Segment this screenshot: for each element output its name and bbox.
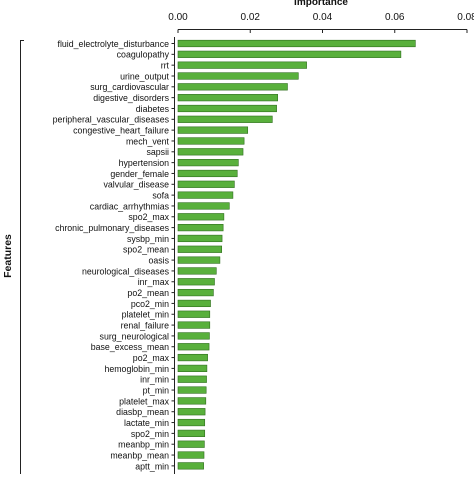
y-tick-label: diabetes <box>136 104 170 114</box>
y-axis-bracket <box>20 40 24 474</box>
y-tick-label: pt_min <box>143 385 170 395</box>
y-tick-label: valvular_disease <box>103 180 169 190</box>
y-tick-label: sapsii <box>147 147 170 157</box>
x-tick-label: 0.06 <box>385 12 405 23</box>
y-tick-label: rrt <box>161 61 170 71</box>
bar-valvular-disease <box>177 180 235 188</box>
bar-spo2-max <box>177 213 225 221</box>
y-tick-label: diasbp_mean <box>116 407 169 417</box>
bar-spo2-mean <box>177 245 223 253</box>
y-tick-label: congestive_heart_failure <box>73 126 169 136</box>
bar-platelet-max <box>177 397 207 405</box>
bar-surg-neurological <box>177 332 210 340</box>
y-tick-label: pco2_min <box>131 299 169 309</box>
y-tick-label: spo2_min <box>131 429 169 439</box>
x-tick-label: 0.04 <box>313 12 333 23</box>
y-tick-label: platelet_min <box>122 310 170 320</box>
y-tick-label: fluid_electrolyte_disturbance <box>58 39 170 49</box>
bar-sysbp-min <box>177 234 223 243</box>
bar-platelet-min <box>177 310 211 318</box>
bar-lactate-min <box>177 418 206 427</box>
y-tick-label: inr_min <box>140 375 169 385</box>
y-tick-label: meanbp_mean <box>110 450 169 460</box>
bar-chronic-pulmonary-diseases <box>177 224 224 232</box>
bar-po2-mean <box>177 288 214 297</box>
y-tick-label: peripheral_vascular_diseases <box>53 115 170 125</box>
y-tick-label: cardiac_arrhythmias <box>90 201 170 211</box>
y-tick-label: hypertension <box>119 158 169 168</box>
bars <box>177 39 416 470</box>
bar-digestive-disorders <box>177 94 279 102</box>
bar-fluid-electrolyte-disturbance <box>177 39 416 48</box>
bar-sapsii <box>177 148 244 156</box>
y-tick-label: oasis <box>148 256 169 266</box>
bar-gender-female <box>177 169 238 178</box>
bar-pco2-min <box>177 299 211 308</box>
y-tick-label: gender_female <box>110 169 169 179</box>
y-tick-label: inr_max <box>138 277 170 287</box>
y-tick-label: base_excess_mean <box>91 342 169 352</box>
y-tick-label: lactate_min <box>124 418 169 428</box>
x-tick-label: 0.08 <box>457 12 474 23</box>
bar-congestive-heart-failure <box>177 126 249 134</box>
y-tick-label: spo2_mean <box>123 245 169 255</box>
y-tick-label: meanbp_min <box>118 440 169 450</box>
y-tick-label: hemoglobin_min <box>104 364 169 374</box>
bar-inr-max <box>177 278 215 286</box>
y-tick-label: coagulopathy <box>117 50 170 60</box>
y-tick-label: spo2_max <box>128 212 169 222</box>
bar-sofa <box>177 191 234 199</box>
y-tick-label: sysbp_min <box>127 234 169 244</box>
bar-inr-min <box>177 375 207 383</box>
y-tick-label: neurological_diseases <box>82 266 170 276</box>
y-tick-label: po2_max <box>133 353 170 363</box>
x-ticks: 0.00 0.02 0.04 0.06 0.08 <box>168 12 474 33</box>
x-axis-title: Importance <box>294 0 348 8</box>
bar-renal-failure <box>177 321 211 329</box>
y-tick-label: aptt_min <box>135 461 169 471</box>
bar-aptt-min <box>177 462 204 470</box>
bar-coagulopathy <box>177 50 402 58</box>
bar-hemoglobin-min <box>177 364 208 373</box>
y-tick-label: surg_neurological <box>100 331 169 341</box>
bar-meanbp-min <box>177 440 205 448</box>
bar-rrt <box>177 61 307 69</box>
y-tick-label: sofa <box>152 191 169 201</box>
y-tick-label: po2_mean <box>127 288 169 298</box>
y-axis-title: Features <box>2 234 14 278</box>
bar-cardiac-arrhythmias <box>177 202 230 210</box>
bar-meanbp-mean <box>177 451 205 459</box>
x-tick-label: 0.00 <box>168 12 188 23</box>
y-tick-label: chronic_pulmonary_diseases <box>55 223 170 233</box>
y-tick-label: urine_output <box>120 71 169 81</box>
y-tick-label: digestive_disorders <box>93 93 169 103</box>
x-tick-label: 0.02 <box>241 12 261 23</box>
bar-pt-min <box>177 386 207 394</box>
category-labels: fluid_electrolyte_disturbancecoagulopath… <box>53 39 175 471</box>
bar-base-excess-mean <box>177 343 210 351</box>
bar-neurological-diseases <box>177 267 217 275</box>
bar-spo2-min <box>177 429 206 437</box>
bar-diasbp-mean <box>177 408 206 416</box>
bar-hypertension <box>177 159 239 167</box>
bar-mech-vent <box>177 137 245 145</box>
y-tick-label: platelet_max <box>119 396 169 406</box>
bar-oasis <box>177 256 221 264</box>
y-tick-label: renal_failure <box>121 320 170 330</box>
bar-surg-cardiovascular <box>177 83 288 91</box>
bar-diabetes <box>177 104 277 113</box>
y-tick-label: mech_vent <box>126 136 170 146</box>
bar-peripheral-vascular-diseases <box>177 115 273 123</box>
x-axis: Importance 0.00 0.02 0.04 0.06 0.08 <box>168 0 474 33</box>
y-tick-label: surg_cardiovascular <box>90 82 169 92</box>
bar-urine-output <box>177 72 299 80</box>
bar-po2-max <box>177 353 208 362</box>
